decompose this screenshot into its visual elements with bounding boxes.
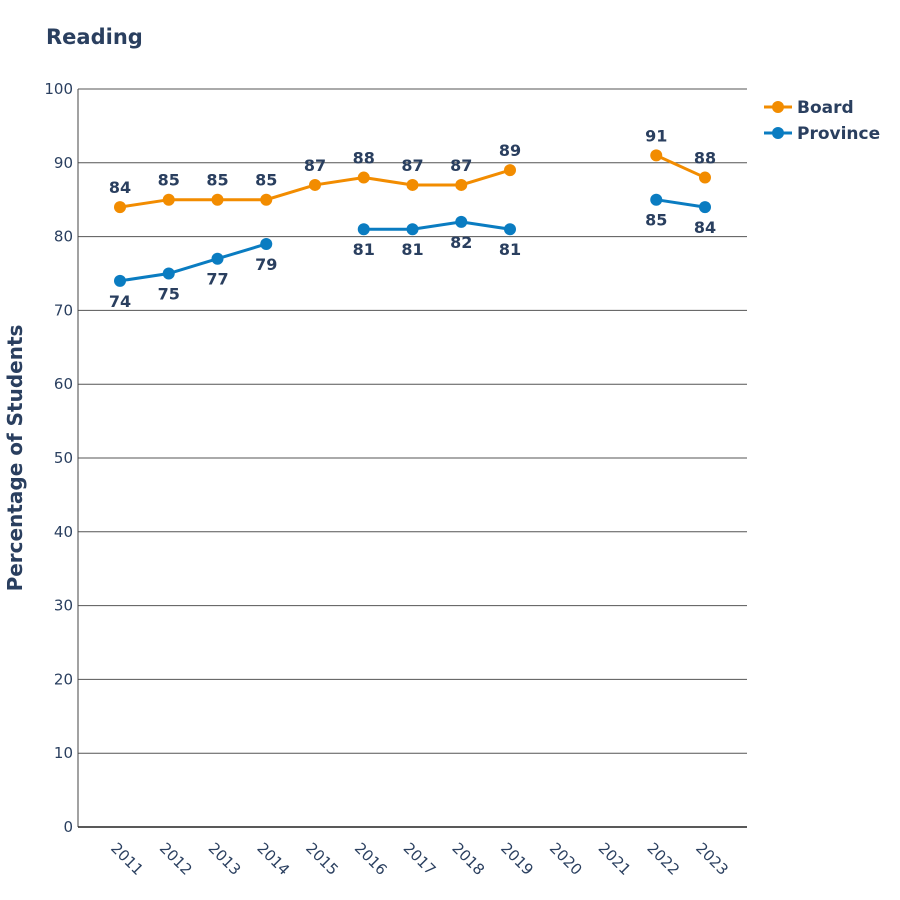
data-point[interactable] — [114, 201, 126, 214]
y-tick-label: 40 — [54, 523, 73, 541]
data-point[interactable] — [699, 201, 711, 214]
x-tick-label: 2021 — [595, 839, 635, 879]
data-label: 87 — [401, 156, 423, 175]
legend[interactable]: Board Province — [764, 98, 880, 144]
data-label: 91 — [645, 126, 667, 145]
data-point[interactable] — [504, 164, 516, 177]
legend-label: Province — [797, 124, 880, 144]
series-line — [655, 154, 706, 179]
y-tick-label: 30 — [54, 597, 73, 615]
data-label: 85 — [645, 211, 667, 230]
x-tick-label: 2013 — [205, 839, 245, 879]
data-label: 84 — [109, 178, 131, 197]
series-line — [119, 242, 267, 283]
series-layer: 84 85 85 85 87 88 87 87 89 91 88 74 75 77 79 81 81 82 81 85… — [109, 126, 716, 310]
legend-item-province[interactable]: Province — [764, 124, 880, 144]
data-label: 87 — [450, 156, 472, 175]
data-point[interactable] — [211, 252, 224, 265]
data-label: 89 — [499, 141, 521, 160]
legend-item-board[interactable]: Board — [764, 98, 854, 118]
data-label: 87 — [304, 156, 326, 175]
x-tick-label: 2012 — [156, 839, 196, 879]
y-tick-label: 80 — [54, 228, 73, 246]
series-board: 84 85 85 85 87 88 87 87 89 91 88 — [109, 126, 716, 214]
data-point[interactable] — [114, 274, 126, 287]
x-tick-label: 2023 — [692, 839, 732, 879]
data-label: 88 — [694, 149, 716, 168]
y-tick-label: 90 — [54, 154, 73, 172]
x-tick-label: 2011 — [107, 839, 147, 879]
data-point[interactable] — [455, 178, 468, 191]
data-label: 82 — [450, 233, 472, 252]
chart-title: Reading — [46, 25, 143, 49]
y-tick-label: 0 — [63, 818, 73, 836]
y-tick-label: 20 — [54, 670, 73, 688]
data-label: 85 — [255, 171, 277, 190]
data-point[interactable] — [650, 193, 663, 206]
data-point[interactable] — [309, 178, 321, 191]
data-label: 74 — [109, 292, 131, 311]
data-point[interactable] — [650, 149, 663, 162]
y-tick-label: 10 — [54, 744, 73, 762]
series-line — [656, 198, 706, 209]
x-tick-label: 2020 — [546, 839, 586, 879]
x-tick-label: 2015 — [302, 839, 342, 879]
data-point[interactable] — [406, 223, 419, 236]
data-point[interactable] — [357, 223, 370, 236]
y-tick-label: 70 — [54, 301, 73, 319]
y-tick-label: 60 — [54, 375, 73, 393]
series-line — [363, 220, 511, 231]
data-point[interactable] — [699, 171, 711, 184]
data-point[interactable] — [357, 171, 370, 184]
data-label: 81 — [353, 240, 375, 259]
grid — [78, 88, 747, 754]
legend-label: Board — [797, 98, 854, 118]
data-point[interactable] — [455, 215, 468, 228]
data-point[interactable] — [504, 223, 516, 236]
y-tick-label: 100 — [44, 80, 73, 98]
data-label: 84 — [694, 218, 716, 237]
data-label: 77 — [206, 270, 228, 289]
x-tick-label: 2019 — [497, 839, 537, 879]
data-point[interactable] — [406, 178, 419, 191]
data-point[interactable] — [162, 193, 175, 206]
x-tick-label: 2022 — [643, 839, 683, 879]
y-tick-label: 50 — [54, 449, 73, 467]
legend-marker-icon — [772, 127, 784, 139]
data-point[interactable] — [162, 267, 175, 280]
data-label: 81 — [499, 240, 521, 259]
data-label: 85 — [206, 171, 228, 190]
data-point[interactable] — [260, 237, 273, 250]
series-province: 74 75 77 79 81 81 82 81 85 84 — [109, 193, 716, 311]
data-point[interactable] — [211, 193, 224, 206]
x-tick-label: 2018 — [448, 839, 488, 879]
data-label: 81 — [401, 240, 423, 259]
data-point[interactable] — [260, 193, 273, 206]
data-label: 88 — [353, 149, 375, 168]
data-label: 79 — [255, 255, 277, 274]
data-label: 75 — [158, 285, 180, 304]
x-tick-label: 2016 — [351, 839, 391, 879]
x-tick-label: 2017 — [400, 839, 440, 879]
y-axis-label: Percentage of Students — [3, 325, 27, 592]
legend-marker-icon — [772, 101, 784, 113]
data-label: 85 — [158, 171, 180, 190]
x-tick-label: 2014 — [253, 839, 293, 879]
